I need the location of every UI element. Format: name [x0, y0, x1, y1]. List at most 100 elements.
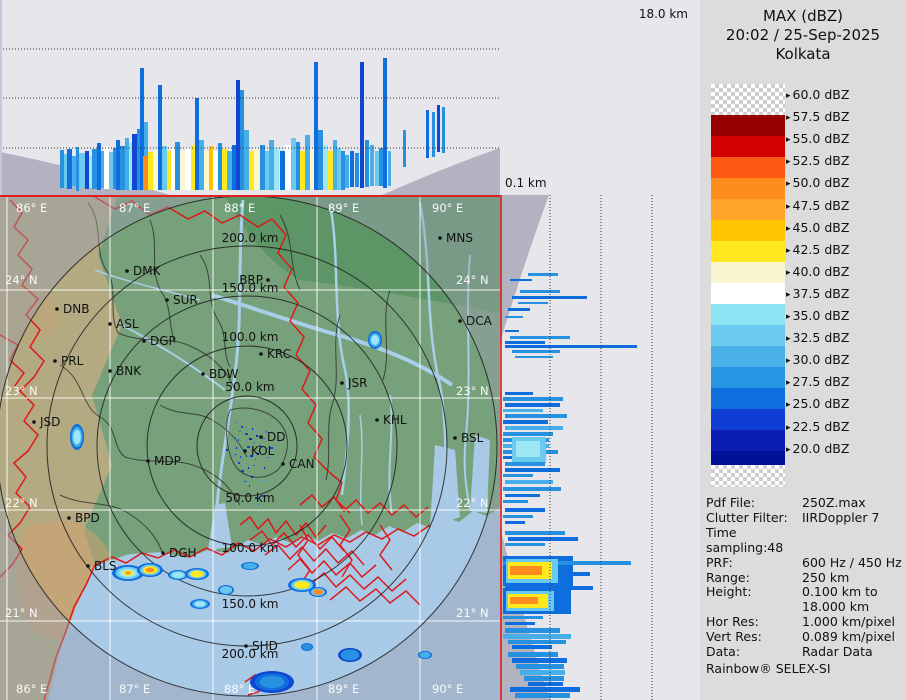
echo-bar — [158, 85, 162, 190]
city-dot — [161, 551, 165, 555]
city-dot — [86, 564, 90, 568]
city-dot — [259, 352, 263, 356]
clutter-speckle — [247, 423, 250, 424]
scale-color-band — [711, 346, 785, 367]
graticule-label: 21° N — [5, 606, 38, 620]
earth-curve-mask-right — [382, 148, 500, 195]
scale-arrow-icon: ▸ — [786, 444, 791, 455]
echo-bar — [67, 149, 72, 189]
echo-bar — [370, 145, 374, 186]
echo-blob — [194, 601, 206, 607]
product-info: Pdf File: 250Z.max Clutter Filter: IIRDoppl… — [706, 495, 902, 677]
echo-bar — [403, 130, 406, 167]
clutter-speckle — [262, 438, 265, 439]
scale-label: ▸ 27.5 dBZ — [786, 374, 850, 390]
info-row: Vert Res: 0.089 km/pixel — [706, 629, 902, 645]
scale-label: ▸ 42.5 dBZ — [786, 241, 850, 257]
city-label: SHD — [252, 639, 278, 653]
echo-bar — [524, 676, 564, 681]
city-dot — [146, 459, 150, 463]
echo-bar — [510, 566, 542, 575]
echo-bar — [503, 397, 563, 401]
scale-arrow-icon: ▸ — [786, 334, 791, 345]
info-value: 600 Hz / 450 Hz — [802, 554, 902, 570]
echo-bar — [314, 62, 318, 190]
echo-bar — [195, 98, 199, 190]
echo-bar — [291, 138, 296, 190]
range-ring-label: 100.0 km — [222, 541, 279, 555]
info-label: Vert Res: — [706, 629, 762, 645]
echo-blob — [172, 572, 184, 578]
scale-arrow-icon: ▸ — [786, 378, 791, 389]
clutter-speckle — [270, 447, 273, 449]
graticule-label: 86° E — [16, 201, 47, 215]
panel-separator-vertical — [500, 195, 502, 700]
echo-bar — [437, 105, 440, 152]
height-axis-bottom-label: 0.1 km — [505, 176, 547, 190]
echo-blob — [371, 334, 379, 346]
river-mayurakshi — [94, 269, 201, 301]
graticule-label: 24° N — [456, 273, 489, 287]
clutter-speckle — [245, 458, 247, 459]
echo-bar — [218, 143, 222, 190]
city-dot — [243, 449, 247, 453]
echo-blob — [219, 586, 233, 594]
clutter-speckle — [244, 481, 247, 482]
echo-bar — [516, 441, 540, 457]
info-label: Clutter Filter: — [706, 509, 788, 525]
scale-label: ▸ 45.0 dBZ — [786, 219, 850, 235]
echo-bar — [505, 543, 545, 546]
city-dot — [142, 339, 146, 343]
echo-bar — [236, 80, 240, 190]
graticule-label: 89° E — [328, 201, 359, 215]
city-dot — [453, 436, 457, 440]
echo-bar — [60, 150, 64, 188]
clutter-speckle — [252, 491, 254, 492]
echo-bar — [505, 480, 553, 484]
scale-arrow-icon: ▸ — [786, 312, 791, 322]
echo-bar — [508, 652, 558, 657]
scale-color-band — [711, 115, 785, 136]
district-boundaries — [59, 202, 391, 553]
city-dot — [438, 236, 442, 240]
echo-bar — [432, 112, 435, 157]
scale-arrow-icon: ▸ — [786, 91, 791, 101]
info-label — [706, 600, 802, 615]
scale-arrow-icon: ▸ — [786, 400, 791, 411]
echo-bar — [120, 146, 125, 190]
city-label: BRP — [239, 273, 263, 287]
echo-bar — [104, 147, 109, 189]
clutter-speckle — [243, 464, 246, 465]
graticule-label: 22° N — [456, 496, 489, 510]
city-label: MNS — [446, 231, 473, 245]
software-credit: Rainbow® SELEX-SI — [706, 660, 831, 676]
echo-bar — [162, 146, 167, 190]
echo-blob — [419, 651, 431, 659]
scale-label: ▸ 57.5 dBZ — [786, 109, 850, 125]
graticule-label: 86° E — [16, 682, 47, 696]
info-label: Pdf File: — [706, 495, 755, 510]
echo-blob — [340, 649, 360, 661]
scale-color-band — [711, 388, 785, 409]
echo-bar — [505, 508, 545, 512]
echo-blob — [259, 675, 285, 689]
range-ring — [96, 295, 398, 597]
scale-color-band — [711, 367, 785, 388]
city-label: DNB — [63, 302, 89, 316]
scale-color-band — [711, 325, 785, 346]
city-dot — [340, 381, 344, 385]
echo-bar — [503, 500, 528, 503]
echo-blob — [190, 570, 204, 578]
echo-bar — [426, 110, 429, 158]
clutter-speckle — [267, 457, 269, 458]
river-3 — [463, 254, 471, 510]
info-value: 18.000 km — [802, 599, 870, 615]
clutter-speckle — [241, 426, 243, 428]
city-label: BNK — [116, 364, 142, 378]
scale-label: ▸ 47.5 dBZ — [786, 197, 850, 213]
clutter-speckle — [229, 441, 230, 442]
echo-blob — [312, 589, 324, 595]
clutter-speckle — [252, 450, 253, 451]
info-row: Pdf File: 250Z.max — [706, 495, 902, 511]
scale-label: ▸ 25.0 dBZ — [786, 396, 850, 412]
